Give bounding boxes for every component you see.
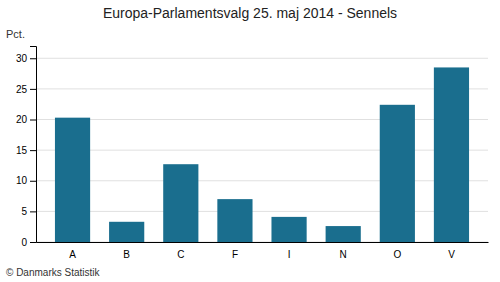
y-tick-label: 5 xyxy=(21,206,27,217)
grid-line xyxy=(36,88,488,89)
y-tick-label: 30 xyxy=(16,53,28,64)
grid xyxy=(36,58,488,242)
y-tick-label: 10 xyxy=(16,175,28,186)
bar xyxy=(55,118,90,242)
bar xyxy=(271,217,306,242)
y-tick: 15 xyxy=(16,145,36,156)
x-tick: V xyxy=(448,249,455,260)
footer: © Danmarks Statistik xyxy=(6,267,101,278)
bar xyxy=(217,199,252,242)
y-tick-mark xyxy=(30,211,36,212)
bar xyxy=(163,164,198,242)
y-tick: 25 xyxy=(16,84,36,95)
x-tick: F xyxy=(232,249,238,260)
grid-line xyxy=(36,58,488,59)
y-tick-mark xyxy=(30,120,36,121)
x-tick-label: O xyxy=(393,249,401,260)
grid-line xyxy=(36,211,488,212)
x-axis-line xyxy=(37,242,489,243)
bar xyxy=(380,105,415,242)
x-tick: B xyxy=(123,249,130,260)
y-tick-mark xyxy=(30,58,36,59)
y-tick-mark xyxy=(30,150,36,151)
grid-line xyxy=(36,242,488,243)
y-axis-line xyxy=(30,47,37,243)
title: Europa-Parlamentsvalg 25. maj 2014 - Sen… xyxy=(103,5,397,21)
y-tick: 30 xyxy=(16,53,36,64)
y-tick-label: 0 xyxy=(21,237,27,248)
x-tick: C xyxy=(177,249,184,260)
chart: Europa-Parlamentsvalg 25. maj 2014 - Sen… xyxy=(0,0,500,282)
bar xyxy=(109,222,144,242)
x-tick: A xyxy=(69,249,76,260)
y-axis-label: Pct. xyxy=(6,28,25,40)
grid-line xyxy=(36,180,488,181)
y-tick-mark xyxy=(30,181,36,182)
x-tick-label: N xyxy=(340,249,347,260)
x-tick-label: I xyxy=(288,249,291,260)
x-tick: N xyxy=(340,249,347,260)
bar xyxy=(326,226,361,242)
y-tick-mark xyxy=(30,89,36,90)
bar xyxy=(434,67,469,242)
grid-line xyxy=(36,119,488,120)
y-tick: 10 xyxy=(16,175,36,186)
x-tick-label: V xyxy=(448,249,455,260)
y-tick: 20 xyxy=(16,114,36,125)
y-tick: 5 xyxy=(21,206,36,217)
x-tick-label: B xyxy=(123,249,130,260)
x-tick-label: C xyxy=(177,249,184,260)
x-tick-label: A xyxy=(69,249,76,260)
plot: 0 5 10 15 20 25 30 A B C F I N O V xyxy=(16,47,489,261)
bars xyxy=(55,67,469,242)
x-axis: ABCFINOV xyxy=(37,243,489,261)
y-tick-mark xyxy=(30,242,36,243)
y-tick: 0 xyxy=(21,237,36,248)
y-tick-label: 25 xyxy=(16,84,28,95)
y-tick-label: 20 xyxy=(16,114,28,125)
y-tick-label: 15 xyxy=(16,145,28,156)
x-tick-label: F xyxy=(232,249,238,260)
x-tick: O xyxy=(393,249,401,260)
y-axis: 0 5 10 15 20 25 30 xyxy=(16,47,37,248)
grid-line xyxy=(36,150,488,151)
x-tick: I xyxy=(288,249,291,260)
